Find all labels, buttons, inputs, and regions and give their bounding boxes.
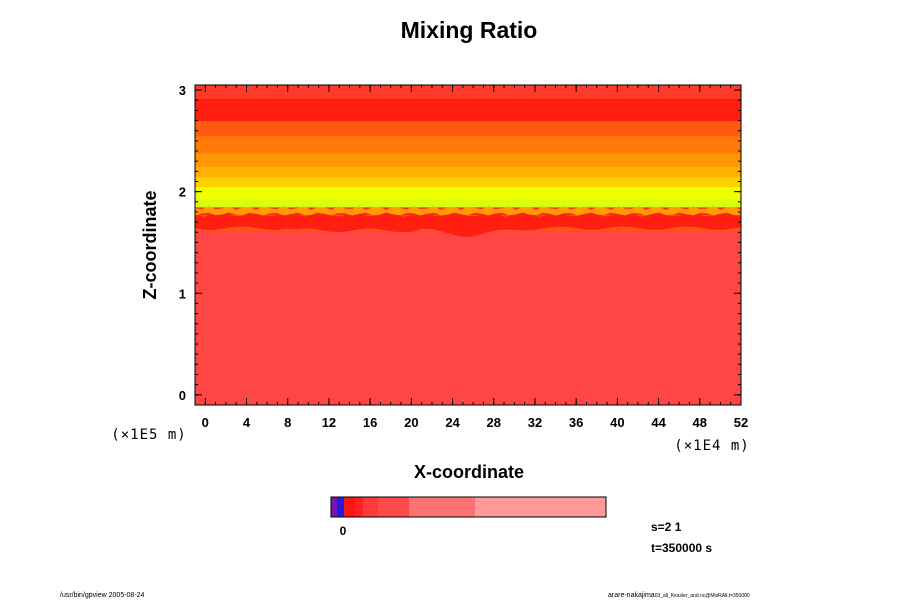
y-tick-label: 0 — [179, 388, 186, 403]
y-tick-label: 1 — [179, 286, 186, 301]
footer-right: arare-nakajima03_all_Kessler_and.nc@MixR… — [608, 592, 750, 599]
x-tick-label: 28 — [487, 415, 501, 430]
x-axis-title: X-coordinate — [414, 462, 524, 482]
contour-band — [195, 153, 741, 167]
y-tick-label: 2 — [179, 185, 186, 200]
x-tick-label: 48 — [693, 415, 707, 430]
contour-band — [195, 120, 741, 137]
x-tick-label: 20 — [404, 415, 418, 430]
contour-band — [195, 176, 741, 188]
y-tick-label: 3 — [179, 83, 186, 98]
colorbar-frame — [330, 496, 607, 518]
y-scale-label: (×1E5 m) — [111, 427, 186, 443]
colorbar-segment — [344, 497, 355, 517]
contour-band — [195, 230, 741, 406]
x-tick-label: 8 — [284, 415, 291, 430]
contour-field — [195, 85, 741, 406]
x-tick-label: 44 — [651, 415, 666, 430]
contour-band — [195, 85, 741, 99]
contour-band — [195, 166, 741, 177]
x-tick-label: 40 — [610, 415, 624, 430]
x-tick-label: 16 — [363, 415, 377, 430]
x-tick-label: 32 — [528, 415, 542, 430]
colorbar — [330, 496, 607, 518]
contour-band — [195, 198, 741, 208]
colorbar-segment — [363, 497, 378, 517]
x-tick-label: 4 — [243, 415, 251, 430]
colorbar-segment — [355, 497, 363, 517]
colorbar-segment — [409, 497, 475, 517]
colorbar-label: 0 — [340, 524, 347, 538]
contour-band — [195, 135, 741, 154]
x-tick-label: 52 — [734, 415, 748, 430]
x-tick-label: 0 — [202, 415, 209, 430]
colorbar-segment — [331, 497, 337, 517]
contour-band — [195, 98, 741, 122]
chart-title: Mixing Ratio — [401, 17, 538, 43]
footer-right-main: arare-nakajima — [608, 592, 655, 599]
footer-right-small: 03_all_Kessler_and.nc@MixRAll,t=350000 — [655, 593, 750, 599]
interface-band — [195, 213, 741, 237]
x-tick-label: 24 — [445, 415, 460, 430]
annotation-t: t=350000 s — [651, 541, 712, 555]
y-axis-title: Z-coordinate — [140, 190, 160, 299]
colorbar-segment — [475, 497, 606, 517]
x-scale-label: (×1E4 m) — [674, 438, 749, 454]
interface-streak — [195, 205, 741, 216]
x-tick-label: 12 — [322, 415, 336, 430]
annotation-s: s=2 1 — [651, 520, 682, 534]
x-tick-label: 36 — [569, 415, 583, 430]
colorbar-segment — [378, 497, 409, 517]
contour-band — [195, 186, 741, 200]
footer-left: /usr/bin/gpview 2005-08-24 — [60, 592, 145, 599]
colorbar-segment — [337, 497, 344, 517]
plot-frame — [194, 84, 742, 406]
